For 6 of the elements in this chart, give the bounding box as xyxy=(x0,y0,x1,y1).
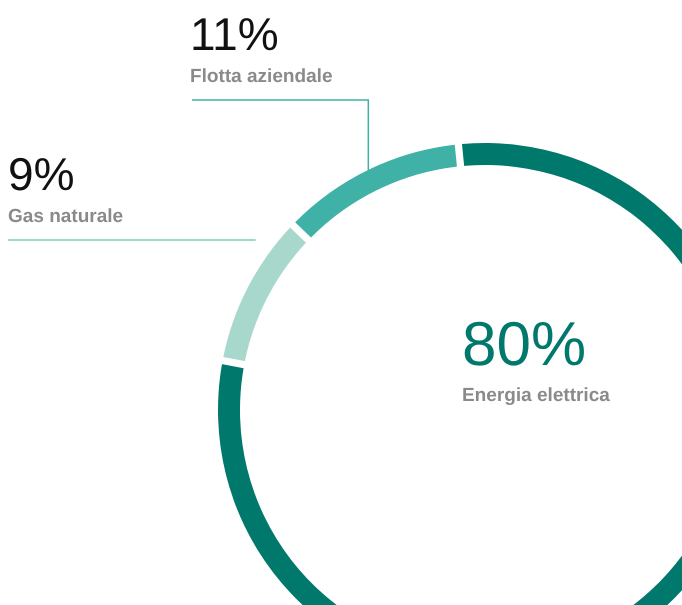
slice-label: Flotta aziendale xyxy=(190,66,333,87)
slice-label: Energia elettrica xyxy=(462,385,610,406)
slice-label: Gas naturale xyxy=(8,206,124,227)
data-label: 9% xyxy=(8,148,74,200)
data-label: 11% xyxy=(190,8,279,60)
data-label: 80% xyxy=(462,310,586,379)
